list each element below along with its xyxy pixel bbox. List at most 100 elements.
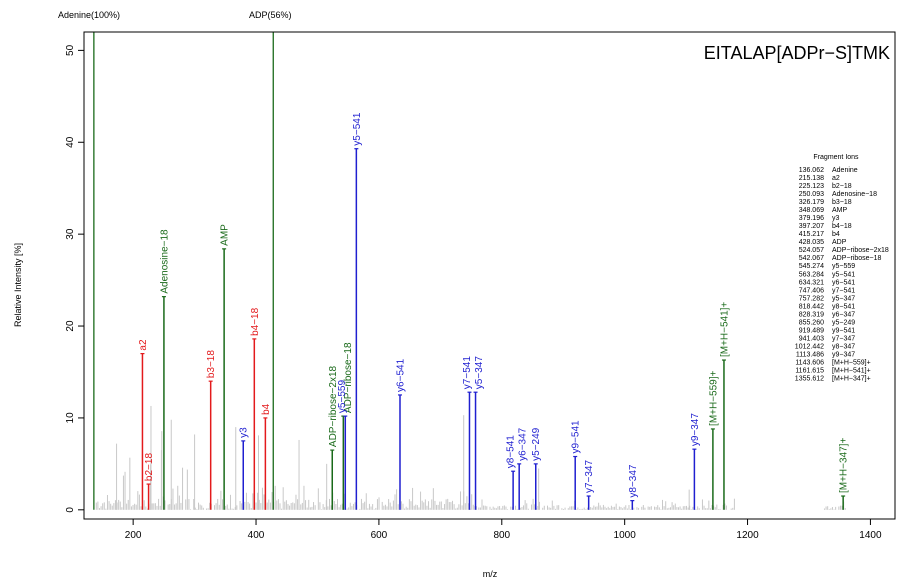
fragment-ion-name: y5−541 <box>832 271 855 278</box>
fragment-ion-name: y6−541 <box>832 279 855 286</box>
fragment-ion-mz: 397.207 <box>799 223 824 230</box>
peak-label: y9−347 <box>690 413 701 447</box>
fragment-ion-name: y9−347 <box>832 351 855 358</box>
fragment-ion-mz: 1012.442 <box>795 343 824 350</box>
fragment-ion-name: ADP <box>832 239 847 246</box>
y-tick-label: 40 <box>65 136 76 148</box>
x-tick-label: 1400 <box>859 530 882 541</box>
y-tick-label: 0 <box>65 507 76 513</box>
fragment-ion-name: y5−347 <box>832 295 855 302</box>
fragment-ion-mz: 250.093 <box>799 191 824 198</box>
peak-label: b3−18 <box>206 350 217 379</box>
peak-label: [M+H−559]+ <box>708 370 719 425</box>
y-tick-label: 20 <box>65 320 76 332</box>
peak-label: b2−18 <box>144 453 155 482</box>
peak-label: ADP−ribose−18 <box>343 342 354 413</box>
fragment-ion-mz: 855.260 <box>799 319 824 326</box>
fragment-ion-name: AMP <box>832 207 848 214</box>
x-axis-label: m/z <box>483 569 498 579</box>
y-axis-label: Relative Intensity [%] <box>13 243 23 327</box>
peak-label: y5−559 <box>337 380 348 414</box>
x-tick-label: 1000 <box>614 530 637 541</box>
peak-label: ADP−ribose−2x18 <box>328 365 339 447</box>
fragment-ion-mz: 524.057 <box>799 247 824 254</box>
chart-title: EITALAP[ADPr−S]TMK <box>704 43 890 63</box>
fragment-ion-name: b4 <box>832 231 840 238</box>
x-tick-label: 1200 <box>736 530 759 541</box>
fragment-ion-name: [M+H−559]+ <box>832 359 871 366</box>
peak-label: y8−541 <box>506 435 517 469</box>
fragment-ion-name: y8−347 <box>832 343 855 350</box>
peak-label: y5−249 <box>531 427 542 461</box>
fragment-ion-name: y8−541 <box>832 303 855 310</box>
fragment-ion-name: a2 <box>832 175 840 182</box>
peak-label: y9−541 <box>571 420 582 454</box>
fragment-ion-mz: 757.282 <box>799 295 824 302</box>
offscale-peak-label: ADP(56%) <box>249 10 292 20</box>
fragment-ion-mz: 919.489 <box>799 327 824 334</box>
fragment-ion-mz: 747.406 <box>799 287 824 294</box>
fragment-ions-title: Fragment Ions <box>813 154 859 161</box>
peak-label: y5−541 <box>352 112 363 146</box>
x-tick-label: 600 <box>371 530 388 541</box>
fragment-ion-mz: 415.217 <box>799 231 824 238</box>
background-noise-peaks <box>95 405 846 510</box>
fragment-ion-name: [M+H−541]+ <box>832 368 871 375</box>
peak-label: b4 <box>261 403 272 415</box>
fragment-ion-mz: 136.062 <box>799 167 824 174</box>
fragment-ion-name: Adenine <box>832 167 858 174</box>
fragment-ion-mz: 215.138 <box>799 175 824 182</box>
fragment-ion-mz: 428.035 <box>799 239 824 246</box>
fragment-ion-mz: 326.179 <box>799 199 824 206</box>
y-tick-label: 10 <box>65 412 76 424</box>
axes: 200 400 600 800 1000 1200 1400 0 10 20 30 40 50 <box>65 31 896 541</box>
peak-label: y7−347 <box>584 460 595 494</box>
peak-label: AMP <box>220 224 231 246</box>
fragment-ion-mz: 1161.615 <box>795 368 824 375</box>
fragment-ion-name: y9−541 <box>832 327 855 334</box>
fragment-ions-legend: Fragment Ions 136.062 Adenine 215.138 a2 225… <box>795 154 889 383</box>
fragment-ion-mz: 563.284 <box>799 271 824 278</box>
plot-frame <box>83 31 896 520</box>
fragment-ion-mz: 545.274 <box>799 263 824 270</box>
fragment-ion-name: y5−249 <box>832 319 855 326</box>
fragment-ion-name: y6−347 <box>832 311 855 318</box>
peak-label: y3 <box>239 427 250 438</box>
fragment-ion-name: [M+H−347]+ <box>832 376 871 383</box>
peak-label: a2 <box>138 339 149 351</box>
peak-label: y8−347 <box>628 464 639 498</box>
fragment-ion-name: ADP−ribose−2x18 <box>832 247 889 254</box>
fragment-ion-name: b4−18 <box>832 223 852 230</box>
fragment-ion-mz: 634.321 <box>799 279 824 286</box>
y-tick-label: 50 <box>65 44 76 56</box>
peak-label: y7−541 <box>462 356 473 390</box>
x-tick-label: 200 <box>125 530 142 541</box>
fragment-ion-name: y3 <box>832 215 840 222</box>
fragment-ion-name: b3−18 <box>832 199 852 206</box>
peak-label: y6−541 <box>395 358 406 392</box>
fragment-ion-name: y7−347 <box>832 335 855 342</box>
fragment-ion-mz: 828.319 <box>799 311 824 318</box>
peak-label: [M+H−347]+ <box>839 438 850 493</box>
fragment-ion-mz: 225.123 <box>799 183 824 190</box>
fragment-ion-name: y5−559 <box>832 263 855 270</box>
offscale-peaks: Adenine(100%) ADP(56%) <box>58 10 292 510</box>
peak-label: y6−347 <box>518 427 529 461</box>
fragment-ion-mz: 818.442 <box>799 303 824 310</box>
fragment-ion-name: b2−18 <box>832 183 852 190</box>
fragment-ion-mz: 1113.486 <box>796 351 824 358</box>
fragment-ion-mz: 1143.606 <box>795 359 824 366</box>
fragment-ion-mz: 348.069 <box>799 207 824 214</box>
peak-label: y5−347 <box>474 356 485 390</box>
offscale-peak-label: Adenine(100%) <box>58 10 120 20</box>
peak-label: b4−18 <box>250 307 261 336</box>
x-tick-label: 800 <box>493 530 510 541</box>
peak-label: Adenosine−18 <box>159 229 170 294</box>
fragment-ion-name: ADP−ribose−18 <box>832 255 882 262</box>
y-tick-label: 30 <box>65 228 76 240</box>
fragment-ion-name: y7−541 <box>832 287 855 294</box>
fragment-ion-name: Adenosine−18 <box>832 191 877 198</box>
fragment-ion-mz: 379.196 <box>799 215 824 222</box>
